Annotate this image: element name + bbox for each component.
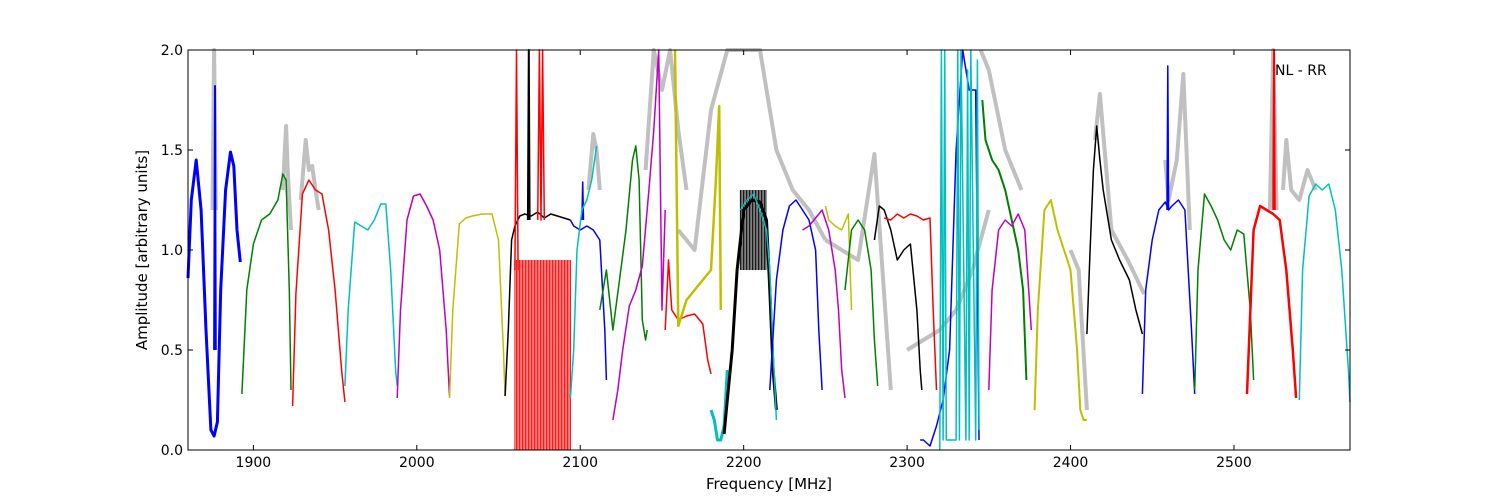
reference-trace-1 bbox=[298, 138, 321, 211]
series-line-12 bbox=[581, 181, 585, 221]
series-line-35 bbox=[1193, 193, 1255, 391]
x-tick-label: 2500 bbox=[1216, 455, 1252, 471]
reference-trace-8 bbox=[978, 49, 1024, 191]
x-tick-label: 2300 bbox=[889, 455, 925, 471]
series-line-7 bbox=[504, 211, 571, 397]
reference-trace-6 bbox=[824, 152, 893, 391]
dense-region-0 bbox=[514, 260, 571, 450]
series-line-33 bbox=[1141, 199, 1196, 395]
dense-region-1 bbox=[739, 190, 767, 270]
series-line-28 bbox=[939, 49, 980, 451]
plot-area bbox=[186, 48, 1351, 451]
y-tick-label: 1.5 bbox=[161, 143, 183, 159]
axes: 1900 2000 2100 2200 2300 2400 2500 0.0 0.5 1.0 1.5… bbox=[161, 43, 1350, 471]
reference-trace-0 bbox=[280, 124, 293, 231]
x-tick-label: 2400 bbox=[1053, 455, 1089, 471]
series-line-8 bbox=[526, 49, 531, 221]
x-tick-label: 1900 bbox=[236, 455, 272, 471]
series-line-23 bbox=[824, 205, 853, 311]
series-line-21 bbox=[769, 199, 823, 391]
series-line-24 bbox=[844, 219, 879, 387]
reference-trace-7 bbox=[906, 209, 991, 352]
x-axis-title: Frequency [MHz] bbox=[706, 475, 832, 493]
series-line-15 bbox=[612, 49, 666, 421]
series-line-4 bbox=[344, 203, 398, 387]
series-line-0 bbox=[186, 150, 242, 438]
series-line-1 bbox=[213, 85, 217, 351]
series-line-17 bbox=[673, 49, 723, 328]
reference-trace-3 bbox=[586, 132, 602, 191]
series-line-5 bbox=[396, 193, 451, 399]
y-tick-label: 0.0 bbox=[161, 443, 183, 459]
series-line-26 bbox=[883, 213, 938, 391]
series-line-2 bbox=[241, 173, 292, 395]
series-line-25 bbox=[873, 205, 923, 391]
series-line-38 bbox=[1298, 183, 1351, 403]
series-line-22 bbox=[802, 209, 846, 399]
series-line-6 bbox=[448, 213, 506, 399]
reference-trace-4 bbox=[643, 48, 689, 191]
series-line-11 bbox=[569, 219, 608, 381]
series-line-31 bbox=[1033, 199, 1087, 421]
series-line-32 bbox=[1086, 125, 1144, 335]
reference-trace-13 bbox=[1281, 138, 1318, 202]
series-line-19 bbox=[722, 198, 778, 435]
series-line-9 bbox=[536, 49, 546, 221]
series-line-16 bbox=[664, 259, 712, 375]
y-tick-label: 1.0 bbox=[161, 243, 183, 259]
x-tick-label: 2000 bbox=[399, 455, 435, 471]
reference-trace-9 bbox=[1068, 249, 1089, 411]
series-line-34 bbox=[1166, 65, 1170, 211]
series-line-3 bbox=[291, 179, 346, 407]
y-axis-title: Amplitude [arbitrary units] bbox=[133, 150, 151, 350]
reference-trace-5 bbox=[676, 48, 828, 252]
x-tick-label: 2100 bbox=[562, 455, 598, 471]
x-tick-label: 2200 bbox=[726, 455, 762, 471]
series-line-13 bbox=[569, 145, 598, 399]
series-line-10 bbox=[514, 49, 519, 271]
y-tick-label: 0.5 bbox=[161, 343, 183, 359]
plot-annotation: NL - RR bbox=[1275, 63, 1327, 79]
y-tick-label: 2.0 bbox=[161, 43, 183, 59]
reference-trace-10 bbox=[1093, 92, 1146, 295]
series-line-36 bbox=[1245, 204, 1298, 399]
series-line-30 bbox=[988, 213, 1033, 391]
series-line-14 bbox=[599, 145, 648, 341]
series-line-29 bbox=[981, 99, 1028, 381]
